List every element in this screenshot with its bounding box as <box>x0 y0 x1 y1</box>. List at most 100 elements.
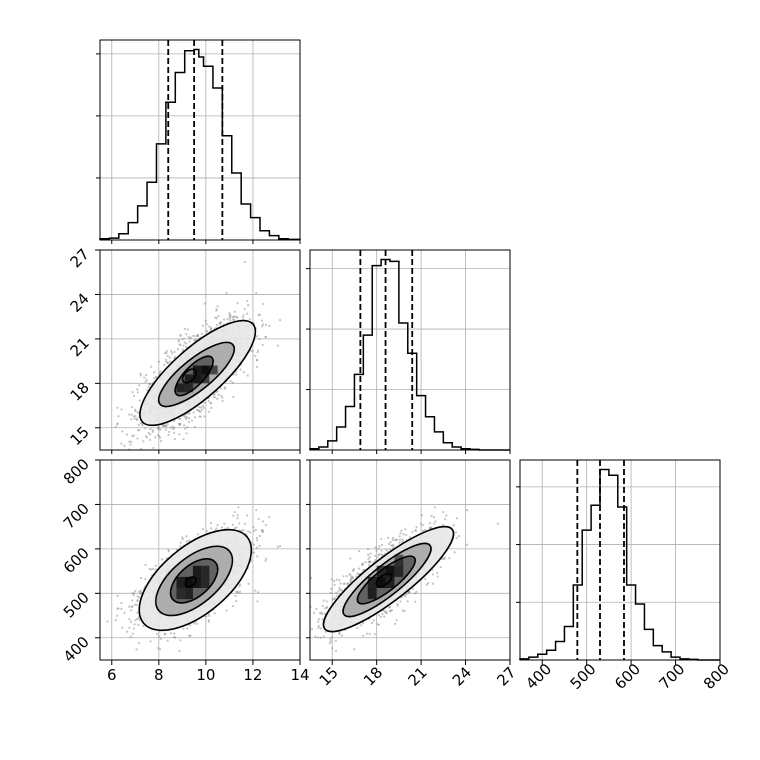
sample-point <box>183 341 186 344</box>
sample-point <box>130 605 133 608</box>
sample-point <box>164 428 167 431</box>
sample-point <box>242 370 245 374</box>
sample-point <box>233 310 236 313</box>
sample-point <box>157 360 160 363</box>
sample-point <box>229 319 232 322</box>
sample-point <box>234 594 237 597</box>
sample-point <box>145 378 148 381</box>
sample-point <box>258 337 261 341</box>
sample-point <box>243 522 246 525</box>
sample-point <box>258 544 261 547</box>
sample-point <box>150 365 153 368</box>
density-cell <box>184 374 193 384</box>
density-cell <box>201 374 210 384</box>
sample-point <box>223 386 227 389</box>
sample-point <box>213 612 216 615</box>
sample-point <box>208 325 211 328</box>
sample-point <box>233 527 236 530</box>
sample-point <box>154 436 157 439</box>
sample-point <box>209 527 213 530</box>
sample-point <box>241 316 244 319</box>
sample-point <box>339 582 342 585</box>
sample-point <box>134 589 137 593</box>
sample-point <box>136 600 139 603</box>
sample-point <box>121 626 124 629</box>
sample-point <box>125 630 129 633</box>
sample-point <box>173 419 176 423</box>
sample-point <box>166 354 169 358</box>
sample-point <box>116 406 119 409</box>
sample-point <box>193 416 197 419</box>
sample-point <box>168 430 171 433</box>
sample-point <box>130 620 133 623</box>
density-cell <box>184 576 193 588</box>
sample-point <box>404 528 407 531</box>
sample-point <box>170 350 173 353</box>
sample-point <box>257 591 260 594</box>
sample-point <box>134 415 137 418</box>
sample-point <box>155 632 159 636</box>
sample-point <box>139 372 142 375</box>
sample-point <box>187 420 191 424</box>
sample-point <box>179 541 182 544</box>
density-cell <box>201 576 210 588</box>
sample-point <box>120 607 123 610</box>
density-cell <box>184 588 193 600</box>
sample-point <box>345 574 348 578</box>
sample-point <box>187 335 190 339</box>
sample-point <box>221 396 224 399</box>
sample-point <box>236 316 239 319</box>
sample-point <box>142 624 145 628</box>
sample-point <box>276 545 279 549</box>
sample-point <box>239 368 242 371</box>
sample-point <box>396 538 399 541</box>
sample-point <box>149 640 152 643</box>
sample-point <box>254 528 257 531</box>
sample-point <box>131 632 134 635</box>
sample-point <box>379 615 382 619</box>
histogram-step <box>519 468 720 661</box>
histogram-panel-2 <box>516 460 721 661</box>
sample-point <box>185 342 188 345</box>
sample-point <box>186 426 189 429</box>
sample-point <box>256 358 259 362</box>
sample-point <box>185 535 188 538</box>
sample-point <box>192 622 196 625</box>
sample-point <box>207 399 210 403</box>
sample-point <box>138 399 141 402</box>
sample-point <box>232 315 235 318</box>
sample-point <box>200 332 204 336</box>
sample-point <box>179 333 182 337</box>
sample-point <box>115 614 119 617</box>
sample-point <box>196 333 200 336</box>
sample-point <box>227 526 230 529</box>
sample-point <box>123 444 126 447</box>
sample-point <box>135 417 138 420</box>
sample-point <box>185 540 188 543</box>
sample-point <box>166 639 169 642</box>
sample-point <box>164 358 168 361</box>
sample-point <box>163 424 166 427</box>
sample-point <box>218 323 222 326</box>
histogram-step <box>99 48 301 241</box>
density-cell <box>209 365 218 375</box>
sample-point <box>144 578 147 581</box>
sample-point <box>209 327 213 330</box>
sample-point <box>167 433 170 437</box>
sample-point <box>171 425 174 428</box>
sample-point <box>133 623 136 626</box>
sample-point <box>334 649 338 653</box>
sample-point <box>255 291 258 295</box>
sample-point <box>163 632 166 635</box>
sample-point <box>225 291 228 294</box>
sample-point <box>153 371 156 374</box>
sample-point <box>247 304 250 307</box>
sample-point <box>135 603 138 606</box>
sample-point <box>236 514 239 517</box>
sample-point <box>257 517 260 521</box>
density-cell <box>184 383 193 393</box>
sample-point <box>204 319 207 322</box>
sample-point <box>106 620 109 623</box>
sample-point <box>264 559 267 562</box>
